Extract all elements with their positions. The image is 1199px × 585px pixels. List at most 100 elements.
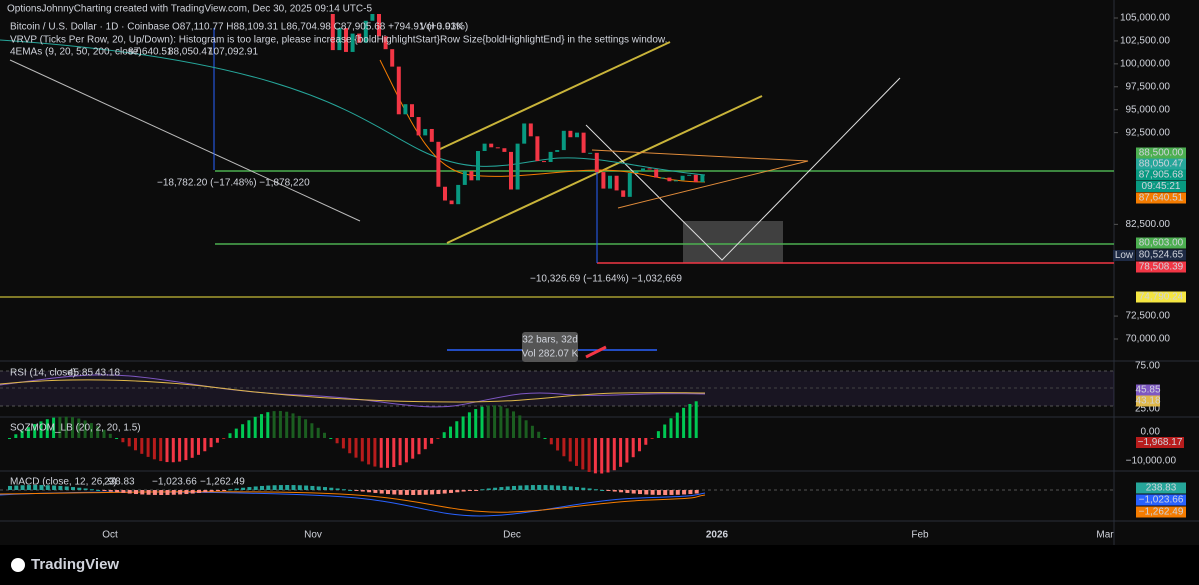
sqz-bar [423,438,427,450]
countdown: 09:45:21 [1142,181,1181,192]
time-label: Feb [911,530,929,541]
candle [608,175,612,189]
candles [330,14,705,205]
candle [674,180,678,182]
sqz-bar [83,420,87,438]
sqz-bar [20,430,24,438]
rsi-value: 43.18 [95,368,120,379]
macd-bar [329,487,334,490]
candle [641,168,645,172]
macd-bar [102,490,107,491]
price-tag [1136,291,1186,303]
sqz-bar [272,411,276,438]
macd-bar [549,485,554,490]
macd-bar [190,490,195,494]
sqz-bar [625,438,629,463]
candle [667,177,672,182]
sqz-bar [291,413,295,438]
symbol-name: Bitcoin / U.S. Dollar · 1D · Coinbase [10,22,170,33]
sqz-bar [663,424,667,438]
macd-bar [39,485,44,490]
sqz-bar [77,418,81,438]
drawings [0,28,1114,359]
price-tag [1136,249,1186,261]
macd-bar [373,490,378,493]
macd-bar [675,490,680,495]
macd-bar [108,490,113,492]
sqz-bar [360,438,364,462]
volume: Vol 3.03K [420,22,463,33]
macd-bar [493,487,498,490]
macd-bar [58,485,63,490]
candle [535,136,540,162]
candle [403,104,408,115]
logo-text: TradingView [31,556,119,573]
overlay: OptionsJohnnyCharting created with Tradi… [7,4,1186,573]
macd-bar [247,487,252,490]
sqz-bar [417,438,421,455]
macd-bar [367,490,372,493]
sqz-bar [115,438,119,439]
time-label: Dec [503,530,521,541]
sqz-bar [549,438,553,445]
sqz-bar [688,403,692,438]
macd-bar [606,490,611,491]
macd-bar [222,490,227,491]
macd-bar [575,487,579,490]
price-tick-label: 105,000.00 [1120,13,1170,24]
rsi-value: 45.85 [68,368,93,379]
sqz-bar [556,438,560,451]
macd-bar [323,487,327,490]
macd-bar [568,486,573,490]
candle [495,147,500,149]
macd-bar [505,486,510,490]
sqz-bar [354,438,358,458]
candle [370,14,375,21]
macd-bar [297,485,302,490]
sqz-bar [436,438,440,439]
candle [449,200,454,205]
sqz-bar [89,423,93,438]
sqz-bar [146,438,150,457]
price-tick-label: 102,500.00 [1120,36,1170,47]
low-label: Low [1115,250,1134,261]
time-label: Nov [304,530,322,541]
candle [515,143,520,190]
candle [568,130,573,138]
price-tag [1136,192,1186,204]
sqz-bar [341,438,345,449]
candle [456,184,461,205]
macd-bar [89,489,94,491]
macd-bar [184,490,189,495]
price-tick-label: 92,500.00 [1126,127,1171,138]
sqz-bar [373,438,377,467]
macd-bar [430,490,435,495]
macd-bar [285,485,290,490]
ema-value: 107,092.91 [208,47,258,58]
candle [594,152,599,173]
sqz-bar [71,417,74,438]
macd-bar [600,490,605,491]
sqz-bar [587,438,591,472]
price-tag-label: 88,500.00 [1139,148,1184,159]
sqz-bar [178,438,182,462]
sqz-bar [593,438,597,474]
macd-bar [581,487,586,490]
macd-bar [20,485,25,490]
macd-bar [625,490,630,493]
macd-bar [461,490,466,492]
macd-bar [310,485,315,490]
candle [396,66,401,115]
sqz-bar [404,438,408,463]
sqz-bar [612,438,616,471]
sqz-bar [467,412,471,438]
sqz-bar [392,438,396,468]
candle [647,168,652,170]
sqz-bar [316,427,320,438]
sqz-bar [152,438,156,460]
macd-bar [77,487,82,490]
macd-tag-label: 238.83 [1146,483,1177,494]
candle [416,117,421,136]
candle [377,14,381,37]
measure-label: −10,326.69 (−11.64%) −1,032,669 [530,274,682,285]
